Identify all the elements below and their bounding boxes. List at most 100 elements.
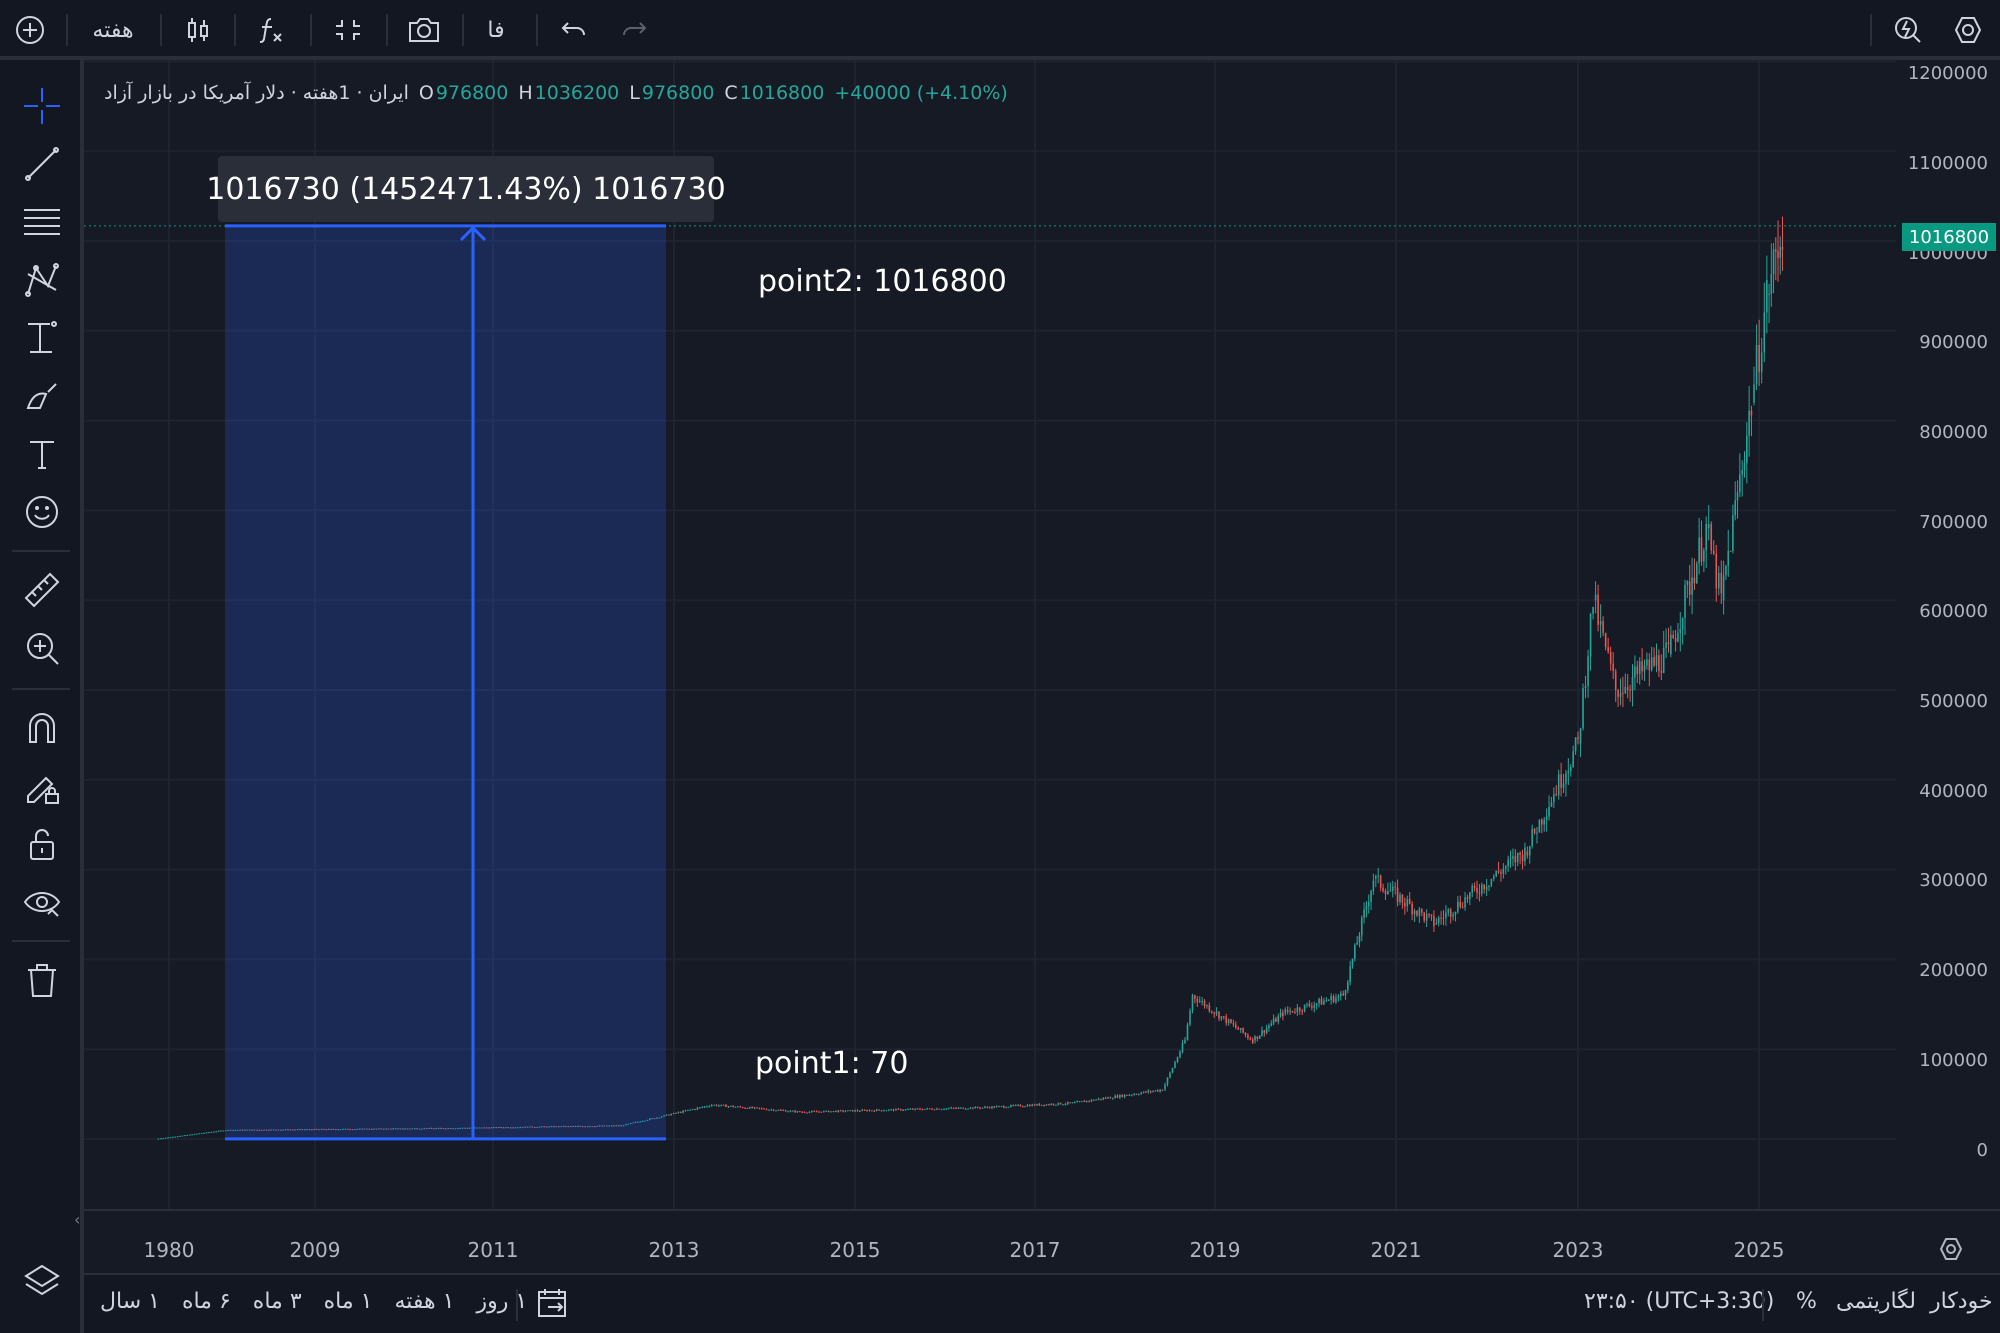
crosshair-tool[interactable] [18, 82, 66, 130]
candle-body [1584, 685, 1587, 689]
candle-body [191, 1134, 193, 1136]
collapse-toolbar-handle[interactable]: ‹ [74, 1210, 81, 1229]
candle-body [1763, 312, 1766, 353]
candle-body [1512, 856, 1514, 859]
top-toolbar: هفته فا [0, 0, 2000, 60]
brush-tool[interactable] [18, 372, 66, 420]
remove-drawings-tool[interactable] [18, 956, 66, 1004]
candle-body [1509, 858, 1512, 860]
time-tick: 1980 [143, 1238, 195, 1262]
candle-body [294, 1129, 296, 1131]
candle-body [236, 1129, 239, 1131]
range-6m-button[interactable]: ۶ ماه [181, 1289, 231, 1314]
add-symbol-button[interactable] [6, 6, 54, 54]
measure-tooltip: 1016730 (1452471.43%) 1016730 [206, 156, 726, 222]
language-button[interactable]: فا [487, 17, 505, 43]
candle-body [565, 1126, 567, 1128]
measure-tool[interactable] [18, 566, 66, 614]
candle-body [960, 1107, 962, 1109]
redo-button[interactable] [610, 6, 658, 54]
zoom-tool[interactable] [18, 624, 66, 672]
candle-body [1739, 474, 1741, 493]
candle-body [1033, 1104, 1036, 1106]
candle-body [890, 1109, 892, 1111]
auto-scale-toggle[interactable]: خودکار [1930, 1289, 1993, 1314]
candle-body [212, 1131, 215, 1133]
range-1m-button[interactable]: ۱ ماه [323, 1289, 373, 1314]
legend-title[interactable]: ایران · 1هفته · دلار آمریکا در بازار آزا… [104, 82, 409, 104]
candle-body [541, 1126, 543, 1128]
candle-body [1565, 773, 1567, 784]
magnet-tool[interactable] [18, 704, 66, 752]
snapshot-button[interactable] [400, 6, 448, 54]
range-1y-button[interactable]: ۱ سال [100, 1289, 160, 1314]
candle-body [1095, 1099, 1097, 1101]
candle-body [988, 1107, 991, 1109]
candle-body [1289, 1010, 1291, 1012]
candle-body [1270, 1023, 1273, 1026]
candle-body [1734, 500, 1737, 516]
indicators-button[interactable] [248, 6, 296, 54]
candle-body [387, 1128, 390, 1130]
settings-button[interactable] [1944, 6, 1992, 54]
candle-body [1707, 523, 1710, 529]
candle-body [694, 1109, 696, 1111]
candle-body [715, 1104, 718, 1106]
log-scale-toggle[interactable]: لگاریتمی [1836, 1289, 1916, 1314]
price-tick: 800000 [1919, 422, 1988, 443]
candle-body [1528, 845, 1531, 856]
candle-body [1232, 1023, 1235, 1025]
clock-display[interactable]: ۲۳:۵۰ (UTC+3:30) [1584, 1289, 1775, 1314]
candle-body [1452, 914, 1454, 917]
candle-body [672, 1112, 675, 1114]
trendline-tool[interactable] [18, 140, 66, 188]
price-tick: 400000 [1919, 781, 1988, 802]
candle-body [409, 1128, 411, 1130]
candle-body [1492, 876, 1495, 879]
fib-tool[interactable] [18, 198, 66, 246]
compare-button[interactable] [324, 6, 372, 54]
candle-body [325, 1129, 328, 1131]
candle-body [1531, 828, 1533, 846]
range-1d-button[interactable]: ۱ روز [476, 1289, 528, 1314]
candle-body [1135, 1094, 1138, 1096]
candle-body [447, 1128, 450, 1130]
candle-body [1149, 1090, 1152, 1092]
candle-body [706, 1106, 708, 1108]
interval-button[interactable]: هفته [92, 17, 134, 43]
percent-toggle[interactable]: % [1796, 1289, 1817, 1314]
projection-tool[interactable] [18, 314, 66, 362]
object-tree-button[interactable] [18, 1256, 66, 1304]
candle-body [1308, 1004, 1311, 1007]
range-3m-button[interactable]: ۳ ماه [252, 1289, 302, 1314]
lock-drawings-tool[interactable] [18, 762, 66, 810]
candle-body [1433, 916, 1435, 927]
scale-settings-button[interactable] [1938, 1236, 1968, 1266]
goto-date-button[interactable] [536, 1287, 570, 1325]
candle-body [459, 1127, 462, 1129]
candle-body [591, 1126, 594, 1128]
candle-body [363, 1128, 366, 1130]
undo-button[interactable] [550, 6, 598, 54]
quick-search-button[interactable] [1884, 6, 1932, 54]
hide-drawings-tool[interactable] [18, 878, 66, 926]
lock-all-tool[interactable] [18, 820, 66, 868]
chart-type-button[interactable] [174, 6, 222, 54]
candle-body [601, 1125, 603, 1127]
candle-body [553, 1126, 555, 1128]
candle-body [713, 1104, 715, 1106]
range-1w-button[interactable]: ۱ هفته [394, 1289, 455, 1314]
candle-body [1230, 1019, 1232, 1024]
candle-body [514, 1127, 517, 1129]
candle-body [543, 1126, 546, 1128]
candle-body [799, 1111, 801, 1113]
candle-body [356, 1128, 359, 1130]
emoji-tool[interactable] [18, 488, 66, 536]
candle-body [1662, 647, 1665, 673]
candle-body [1609, 651, 1612, 664]
price-chart[interactable] [84, 60, 2000, 1273]
candle-body [1026, 1105, 1029, 1107]
pattern-tool[interactable] [18, 256, 66, 304]
chart-pane[interactable]: ایران · 1هفته · دلار آمریکا در بازار آزا… [74, 60, 2000, 1273]
text-tool[interactable] [18, 430, 66, 478]
